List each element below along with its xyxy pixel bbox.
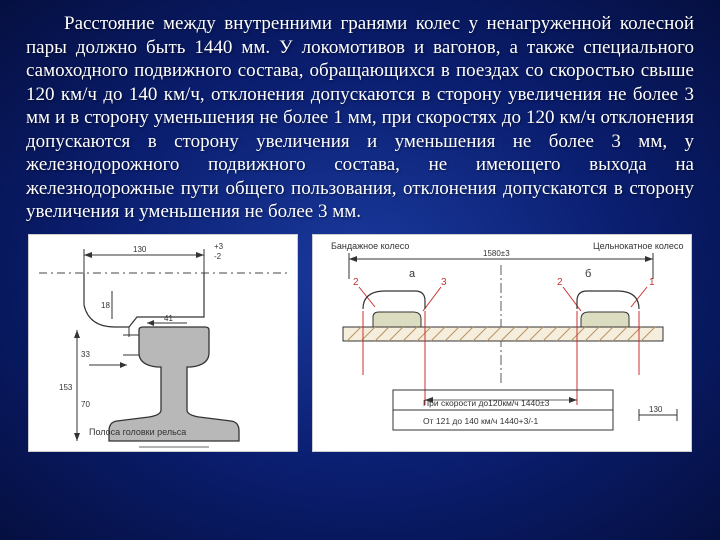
dim-41: 41 <box>164 314 173 323</box>
tol-minus: -2 <box>214 252 222 261</box>
slide: Расстояние между внутренними гранями кол… <box>0 0 720 540</box>
dim-153: 153 <box>59 383 73 392</box>
diagram-row: 130 +3 -2 41 18 <box>26 234 694 452</box>
callout-1: 1 <box>649 277 655 288</box>
dim-18: 18 <box>101 301 110 310</box>
right-rail <box>581 312 629 327</box>
dim-33: 33 <box>81 350 90 359</box>
callout-2-left: 2 <box>353 277 359 288</box>
wheelset-diagram: Бандажное колесо Цельнокатное колесо 158… <box>312 234 692 452</box>
dim-1580: 1580±3 <box>483 249 510 258</box>
right-title: Цельнокатное колесо <box>593 241 684 251</box>
callout-2-right: 2 <box>557 277 563 288</box>
left-rail <box>373 312 421 327</box>
rail-caption: Полоса головки рельса <box>89 427 186 437</box>
dim-1440-line1: При скорости до120км/ч 1440±3 <box>423 398 550 408</box>
label-b: б <box>585 268 591 280</box>
paragraph-text: Расстояние между внутренними гранями кол… <box>26 13 694 222</box>
dim-70: 70 <box>81 400 90 409</box>
dim-130: 130 <box>133 245 147 254</box>
dim-1440-line2: От 121 до 140 км/ч 1440+3/-1 <box>423 416 539 426</box>
tol-plus: +3 <box>214 242 224 251</box>
rail-profile-diagram: 130 +3 -2 41 18 <box>28 234 298 452</box>
callout-3: 3 <box>441 277 447 288</box>
dim-130-right: 130 <box>649 405 663 414</box>
left-title: Бандажное колесо <box>331 241 409 251</box>
main-paragraph: Расстояние между внутренними гранями кол… <box>26 12 694 224</box>
label-a: а <box>409 268 416 280</box>
